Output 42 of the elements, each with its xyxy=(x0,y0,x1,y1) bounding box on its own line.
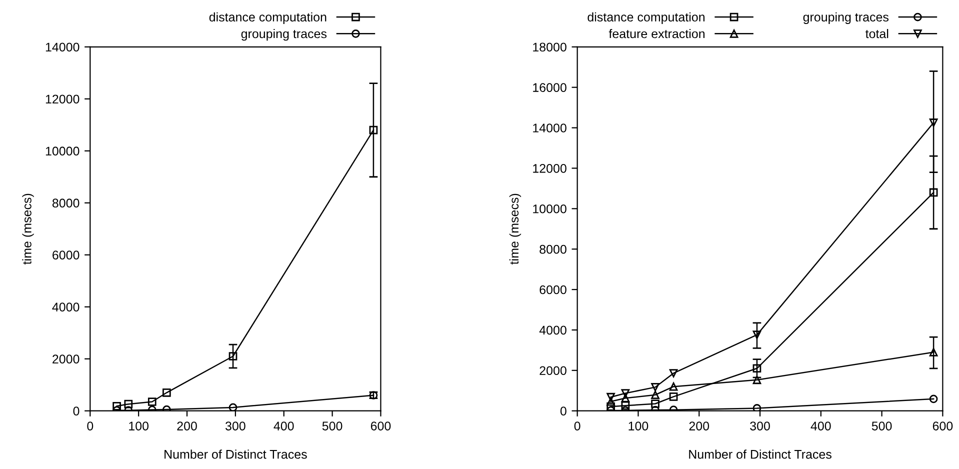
y-tick-label: 0 xyxy=(560,406,566,416)
y-tick-label: 4000 xyxy=(52,302,80,312)
x-tick-label: 0 xyxy=(87,422,94,430)
y-tick-label: 12000 xyxy=(533,164,566,173)
x-tick-label: 500 xyxy=(872,422,892,430)
x-tick-label: 500 xyxy=(322,422,342,430)
x-tick-label: 0 xyxy=(574,422,580,430)
y-tick-label: 12000 xyxy=(46,94,80,104)
y-tick-label: 2000 xyxy=(540,366,566,376)
x-tick-label: 400 xyxy=(274,422,294,430)
x-axis-title: Number of Distinct Traces xyxy=(689,450,832,459)
legend-label: grouping traces xyxy=(241,29,327,41)
legend-label: distance computation xyxy=(209,12,326,24)
y-tick-label: 6000 xyxy=(540,285,566,294)
x-tick-label: 600 xyxy=(932,422,953,430)
y-tick-label: 18000 xyxy=(533,42,566,52)
x-tick-label: 100 xyxy=(628,422,648,430)
legend-label: grouping traces xyxy=(803,12,889,24)
y-tick-label: 10000 xyxy=(533,204,566,214)
x-tick-label: 300 xyxy=(225,422,246,430)
y-tick-label: 16000 xyxy=(533,83,566,92)
x-tick-label: 300 xyxy=(750,422,770,430)
x-tick-label: 200 xyxy=(689,422,710,430)
y-axis-title: time (msecs) xyxy=(509,194,522,264)
y-tick-label: 0 xyxy=(73,406,80,416)
legend-label: distance computation xyxy=(588,12,704,24)
x-axis-title: Number of Distinct Traces xyxy=(164,450,307,459)
y-tick-label: 8000 xyxy=(540,244,566,254)
y-tick-label: 6000 xyxy=(52,250,80,260)
x-tick-label: 200 xyxy=(177,422,197,430)
y-tick-label: 4000 xyxy=(539,326,566,335)
x-tick-label: 600 xyxy=(370,422,391,430)
y-tick-label: 14000 xyxy=(46,42,80,52)
y-axis-title: time (msecs) xyxy=(22,194,34,264)
legend-label: feature extraction xyxy=(608,29,704,38)
x-tick-label: 400 xyxy=(810,422,831,430)
y-tick-label: 2000 xyxy=(52,354,80,364)
x-tick-label: 100 xyxy=(129,422,149,430)
y-tick-label: 14000 xyxy=(533,124,566,132)
y-tick-label: 10000 xyxy=(46,146,80,156)
y-tick-label: 8000 xyxy=(52,198,80,208)
legend-label: total xyxy=(866,29,888,38)
